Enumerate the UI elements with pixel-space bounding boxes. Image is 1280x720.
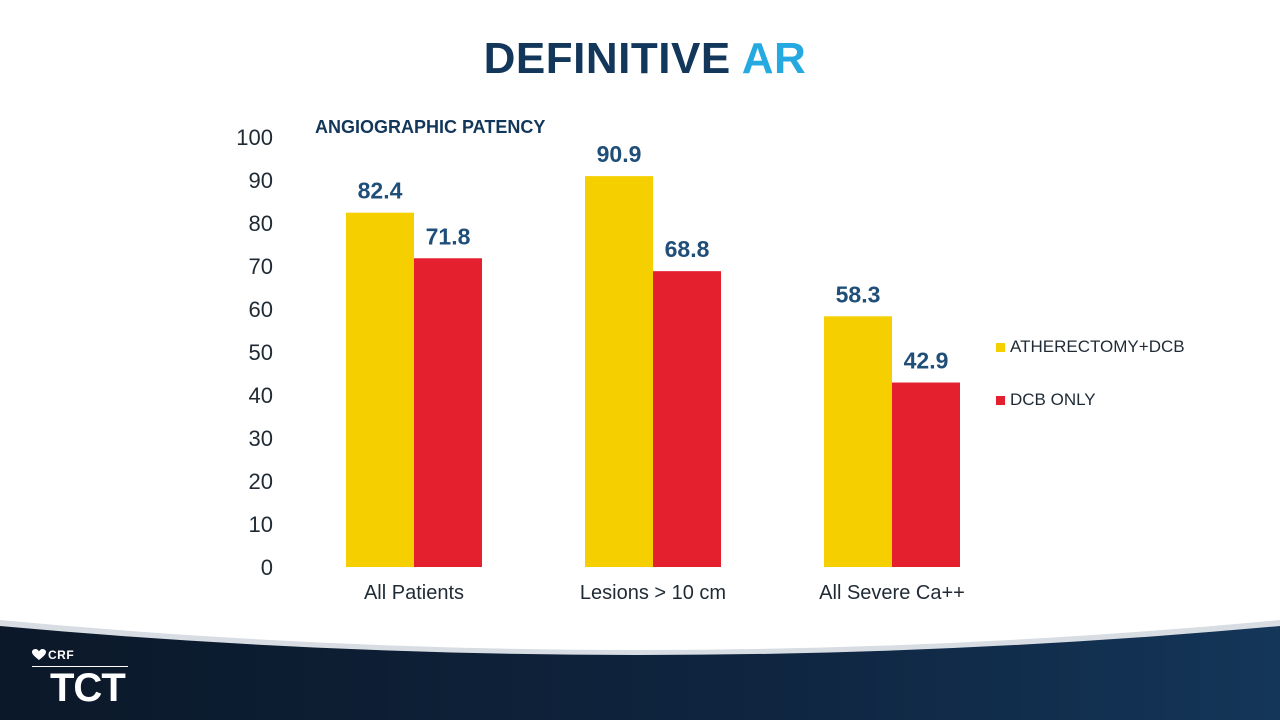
slide-title: DEFINITIVE AR — [0, 34, 1280, 84]
bar-value-label: 42.9 — [904, 348, 949, 374]
legend-swatch-atherectomy-dcb — [996, 342, 1005, 352]
bar — [892, 382, 960, 567]
crf-logo-text: CRF — [48, 648, 75, 662]
slide-title-main: DEFINITIVE — [483, 34, 731, 83]
bar — [414, 258, 482, 567]
bar — [653, 271, 721, 567]
y-tick-label: 70 — [249, 254, 273, 279]
tct-logo-text: TCT — [50, 666, 126, 710]
y-tick-label: 80 — [249, 211, 273, 236]
y-tick-label: 40 — [249, 383, 273, 408]
chart-legend: ATHERECTOMY+DCB DCB ONLY — [996, 336, 1185, 442]
x-tick-label: Lesions > 10 cm — [580, 582, 726, 604]
logo-divider — [32, 666, 128, 667]
bar-value-label: 68.8 — [665, 236, 710, 262]
bar-value-label: 90.9 — [597, 141, 642, 167]
y-tick-label: 20 — [249, 469, 273, 494]
chart-subtitle: ANGIOGRAPHIC PATENCY — [315, 117, 546, 137]
y-tick-label: 10 — [249, 512, 273, 537]
legend-label-dcb-only: DCB ONLY — [1010, 390, 1096, 409]
x-tick-label: All Severe Ca++ — [819, 582, 965, 604]
y-tick-label: 0 — [261, 555, 273, 580]
tct-logo: CRF TCT — [32, 648, 128, 710]
x-tick-label: All Patients — [364, 582, 464, 604]
bar — [346, 212, 414, 567]
y-tick-label: 60 — [249, 297, 273, 322]
bar — [585, 176, 653, 567]
y-tick-label: 100 — [236, 125, 273, 150]
y-tick-label: 90 — [249, 168, 273, 193]
bar-value-label: 82.4 — [358, 178, 403, 204]
heart-icon — [32, 649, 46, 660]
legend-swatch-dcb-only — [996, 395, 1005, 405]
y-tick-label: 50 — [249, 340, 273, 365]
y-tick-label: 30 — [249, 426, 273, 451]
legend-item-dcb-only: DCB ONLY — [996, 389, 1185, 411]
legend-label-atherectomy-dcb: ATHERECTOMY+DCB — [1010, 337, 1185, 356]
legend-item-atherectomy-dcb: ATHERECTOMY+DCB — [996, 336, 1185, 358]
bar — [824, 316, 892, 567]
footer-band — [0, 620, 1280, 720]
crf-logo: CRF — [32, 648, 128, 662]
bar-value-label: 58.3 — [836, 281, 881, 307]
bar-value-label: 71.8 — [426, 223, 471, 249]
slide-title-accent: AR — [741, 34, 807, 83]
